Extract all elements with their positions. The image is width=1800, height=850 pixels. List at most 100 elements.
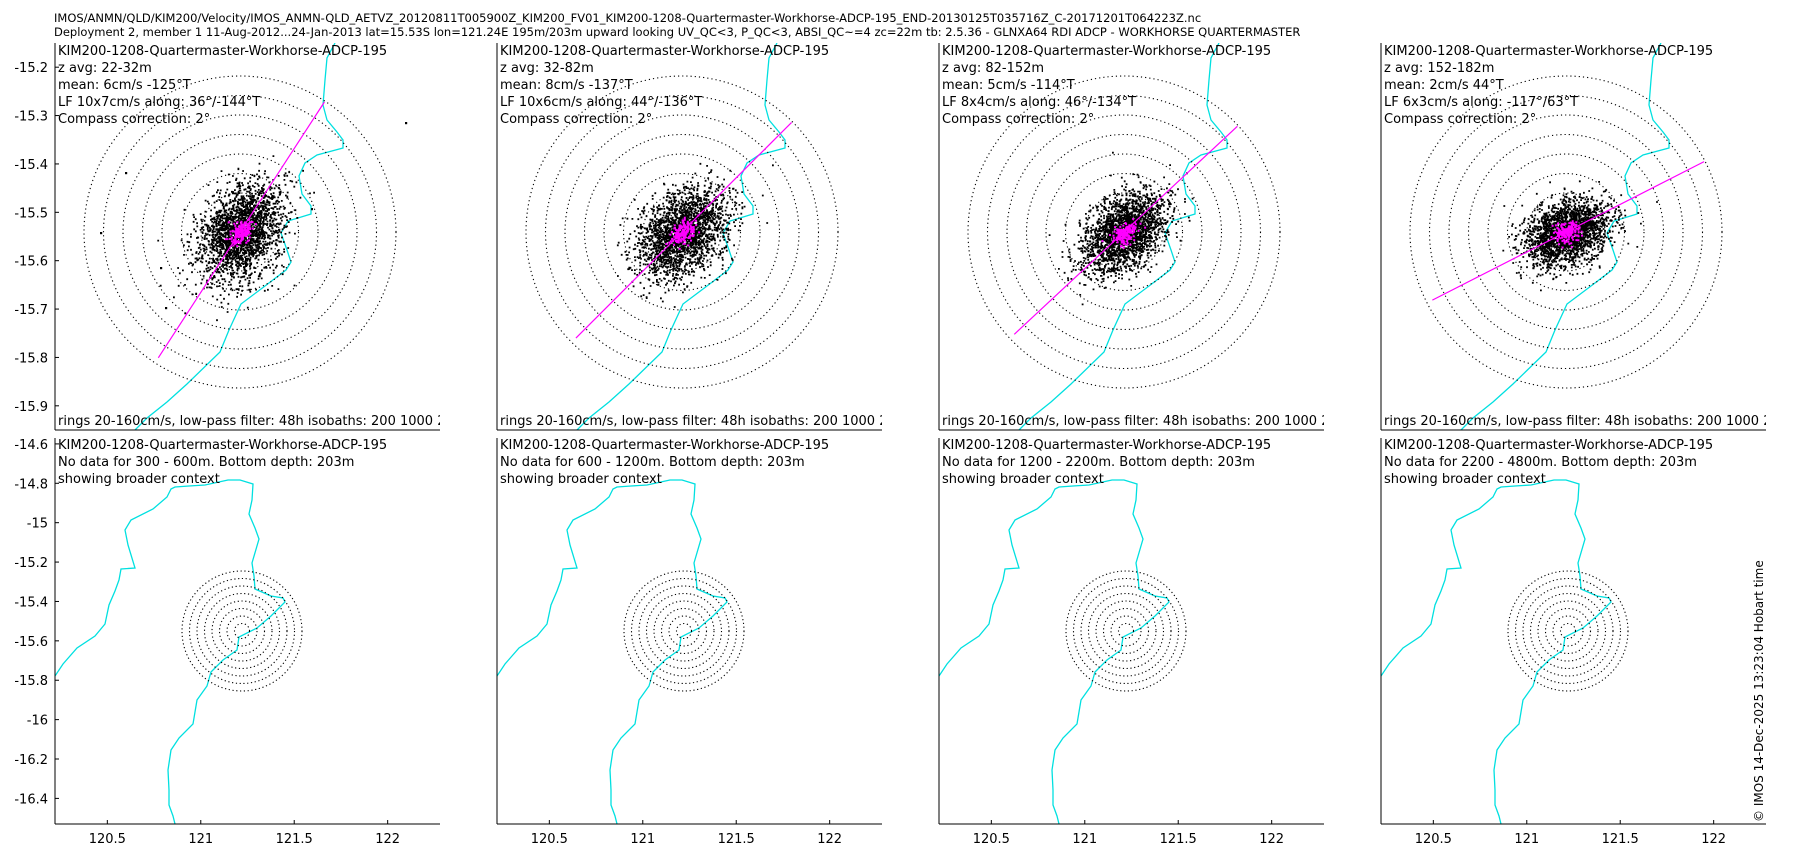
speed-ring-40 [200,192,280,272]
panel-stat-line-2: mean: 2cm/s 44°T [1384,78,1504,93]
context-ring-5 [203,592,281,670]
context-ring-2 [1552,615,1584,647]
speed-ring-120 [564,114,800,350]
outlier-point [165,307,168,310]
panel-bottom-1: KIM200-1208-Quartermaster-Workhorse-ADCP… [14,438,440,847]
context-ring-6 [1080,585,1172,677]
velocity-scatter [1048,151,1194,306]
plot-area: rings 20-160cm/s, low-pass filter: 48h i… [500,43,950,430]
y-tick-label: -15.8 [14,351,48,366]
context-ring-4 [211,600,273,662]
panel-instrument-label: KIM200-1208-Quartermaster-Workhorse-ADCP… [58,44,387,59]
context-ring-3 [1544,607,1592,655]
principal-axis-line [1013,125,1238,335]
context-ring-5 [645,592,723,670]
panel-info-line-2: showing broader context [942,472,1104,487]
plot-area [55,479,303,824]
isobath-line [1460,43,1670,430]
context-ring-7 [1514,577,1622,685]
context-ring-4 [653,600,715,662]
speed-ring-140 [544,94,820,370]
speed-ring-160 [1409,75,1723,389]
y-tick-label: -15.2 [14,556,48,571]
speed-ring-100 [141,133,339,331]
y-tick-label: -15.6 [14,255,48,270]
isobath-line [55,479,286,824]
context-ring-2 [668,615,700,647]
x-tick-label: 121 [1514,832,1539,847]
speed-ring-160 [525,75,839,389]
context-ring-6 [196,585,288,677]
isobath-line [134,43,344,430]
lowpass-points [224,218,257,248]
principal-axis-line [1432,161,1705,301]
context-ring-3 [1102,607,1150,655]
y-tick-label: -15.8 [14,674,48,689]
x-tick-label: 122 [1701,832,1726,847]
context-ring-2 [1110,615,1142,647]
figure-title-line-1: IMOS/ANMN/QLD/KIM200/Velocity/IMOS_ANMN-… [54,11,1202,25]
panel-stat-line-4: Compass correction: 2° [942,112,1094,127]
x-tick-label: 120.5 [89,832,126,847]
y-tick-label: -14.6 [14,438,48,453]
panel-stat-line-3: LF 8x4cm/s along: 46°/-134°T [942,95,1136,110]
panel-stat-line-1: z avg: 82-152m [942,61,1044,76]
speed-ring-100 [1025,133,1223,331]
rings-caption: rings 20-160cm/s, low-pass filter: 48h i… [500,414,950,429]
panel-instrument-label: KIM200-1208-Quartermaster-Workhorse-ADCP… [1384,438,1713,453]
speed-ring-120 [1448,114,1684,350]
speed-ring-140 [102,94,378,370]
context-ring-8 [181,570,303,692]
y-tick-label: -15.3 [14,110,48,125]
panel-info-line-2: showing broader context [58,472,220,487]
isobath-line [939,479,1170,824]
panel-bottom-3: KIM200-1208-Quartermaster-Workhorse-ADCP… [938,438,1324,847]
panel-stat-line-4: Compass correction: 2° [1384,112,1536,127]
principal-axis-line [157,101,325,359]
panel-info-line-2: showing broader context [500,472,662,487]
context-ring-1 [675,622,693,640]
speed-ring-100 [583,133,781,331]
speed-ring-60 [622,172,742,292]
panel-stat-line-3: LF 10x6cm/s along: 44°/-136°T [500,95,702,110]
figure-title-line-2: Deployment 2, member 1 11-Aug-2012...24-… [54,25,1301,39]
rings-caption: rings 20-160cm/s, low-pass filter: 48h i… [58,414,508,429]
speed-ring-100 [1467,133,1665,331]
footer-timestamp-text: © IMOS 14-Dec-2025 13:23:04 Hobart time [1752,560,1766,822]
x-tick-label: 122 [817,832,842,847]
panel-instrument-label: KIM200-1208-Quartermaster-Workhorse-ADCP… [500,438,829,453]
context-ring-1 [1559,622,1577,640]
panel-top-1: rings 20-160cm/s, low-pass filter: 48h i… [14,43,508,431]
context-ring-1 [233,622,251,640]
speed-ring-120 [1006,114,1242,350]
y-tick-label: -15.4 [14,595,48,610]
panel-info-line-1: No data for 600 - 1200m. Bottom depth: 2… [500,455,805,470]
context-ring-7 [1072,577,1180,685]
panel-stat-line-3: LF 10x7cm/s along: 36°/-144°T [58,95,260,110]
panel-bottom-4: KIM200-1208-Quartermaster-Workhorse-ADCP… [1380,438,1766,847]
plot-area [939,479,1187,824]
speed-ring-80 [161,153,319,311]
y-tick-label: -16.4 [14,792,48,807]
isobath-line [497,479,728,824]
x-tick-label: 121.5 [276,832,313,847]
panel-info-line-1: No data for 300 - 600m. Bottom depth: 20… [58,455,354,470]
plot-area [497,479,745,824]
panel-stat-line-1: z avg: 22-32m [58,61,152,76]
panel-instrument-label: KIM200-1208-Quartermaster-Workhorse-ADCP… [942,438,1271,453]
panel-top-4: rings 20-160cm/s, low-pass filter: 48h i… [1380,43,1766,431]
panel-info-line-1: No data for 1200 - 2200m. Bottom depth: … [942,455,1255,470]
panel-stat-line-4: Compass correction: 2° [500,112,652,127]
plot-area: rings 20-160cm/s, low-pass filter: 48h i… [58,43,508,430]
y-tick-label: -15.7 [14,303,48,318]
x-tick-label: 121 [188,832,213,847]
x-tick-label: 122 [1259,832,1284,847]
speed-ring-40 [1084,192,1164,272]
isobath-line [1381,479,1612,824]
isobath-line [576,43,786,430]
x-tick-label: 120.5 [531,832,568,847]
principal-axis-line [575,121,793,339]
panel-instrument-label: KIM200-1208-Quartermaster-Workhorse-ADCP… [1384,44,1713,59]
panel-info-line-1: No data for 2200 - 4800m. Bottom depth: … [1384,455,1697,470]
outlier-point [160,267,163,270]
